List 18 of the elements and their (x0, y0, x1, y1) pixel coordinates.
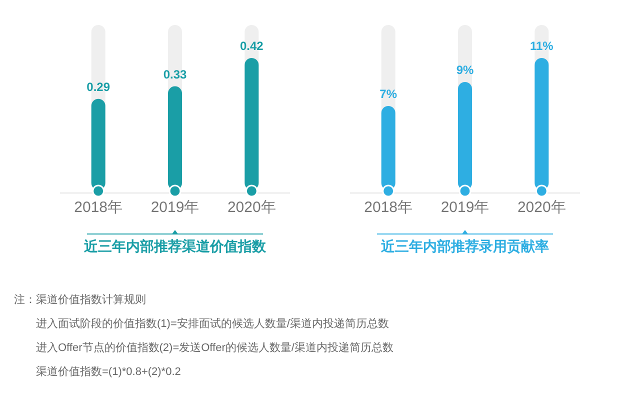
x-tick-label: 2019年 (440, 199, 490, 216)
x-tick-label: 2019年 (150, 199, 200, 216)
data-label: 9% (456, 63, 474, 77)
x-tick-label: 2020年 (517, 199, 566, 216)
x-tick-label: 2018年 (364, 199, 413, 216)
text: 近三年内部推荐渠道价值指数 (83, 238, 267, 254)
data-label: 0.42 (240, 39, 264, 53)
data-label: 0.33 (163, 67, 187, 82)
x-tick-label: 2018年 (74, 199, 123, 216)
x-tick-label: 2020年 (227, 199, 276, 216)
data-label: 7% (380, 87, 398, 101)
data-label: 0.29 (86, 80, 110, 94)
text: 近三年内部推荐录用贡献率 (380, 238, 549, 254)
text: 进入面试阶段的价值指数(1)=安排面试的候选人数量/渠道内投递简历总数 (36, 317, 389, 330)
text: 注：渠道价值指数计算规则 (14, 293, 146, 306)
text: 进入Offer节点的价值指数(2)=发送Offer的候选人数量/渠道内投递简历总数 (36, 341, 394, 354)
text: 渠道价值指数=(1)*0.8+(2)*0.2 (36, 365, 181, 378)
data-label: 11% (530, 39, 554, 53)
